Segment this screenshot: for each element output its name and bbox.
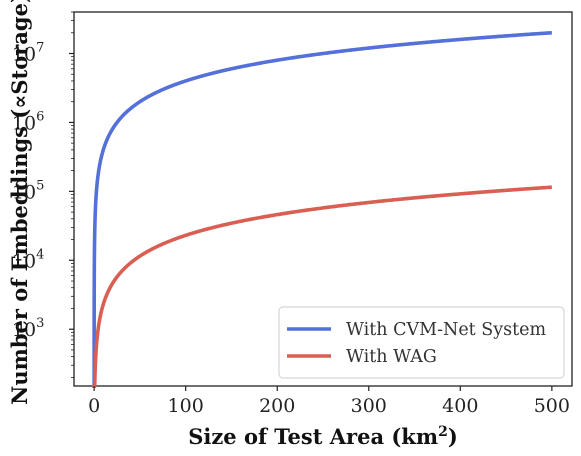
plot-area [73, 11, 573, 388]
x-tick-label: 100 [168, 395, 204, 417]
legend: With CVM-Net System With WAG [278, 306, 565, 379]
x-tick-label: 0 [88, 395, 100, 417]
y-tick-label: 106 [12, 109, 47, 134]
x-tick-label: 300 [351, 395, 387, 417]
plot-frame [73, 11, 573, 387]
y-tick-label: 105 [12, 178, 47, 203]
series-layer [92, 30, 552, 388]
legend-box [278, 306, 565, 379]
x-tick-label: 500 [534, 395, 570, 417]
series-line [92, 30, 552, 388]
y-tick-label: 103 [12, 316, 47, 341]
x-tick-label: 400 [442, 395, 478, 417]
series-line [92, 185, 552, 388]
legend-label: With CVM-Net System [346, 320, 547, 340]
x-axis: 0 100 200 300 400 500 [88, 386, 570, 417]
x-axis-label: Size of Test Area (km2) [188, 424, 458, 449]
x-tick-label: 200 [259, 395, 295, 417]
y-tick-label: 107 [12, 40, 47, 65]
y-axis-label: Number of Embeddings (∝Storage) [7, 0, 32, 405]
legend-label: With WAG [346, 347, 437, 367]
y-tick-label: 104 [12, 247, 47, 272]
y-axis: 103 104 105 106 107 [12, 11, 74, 378]
